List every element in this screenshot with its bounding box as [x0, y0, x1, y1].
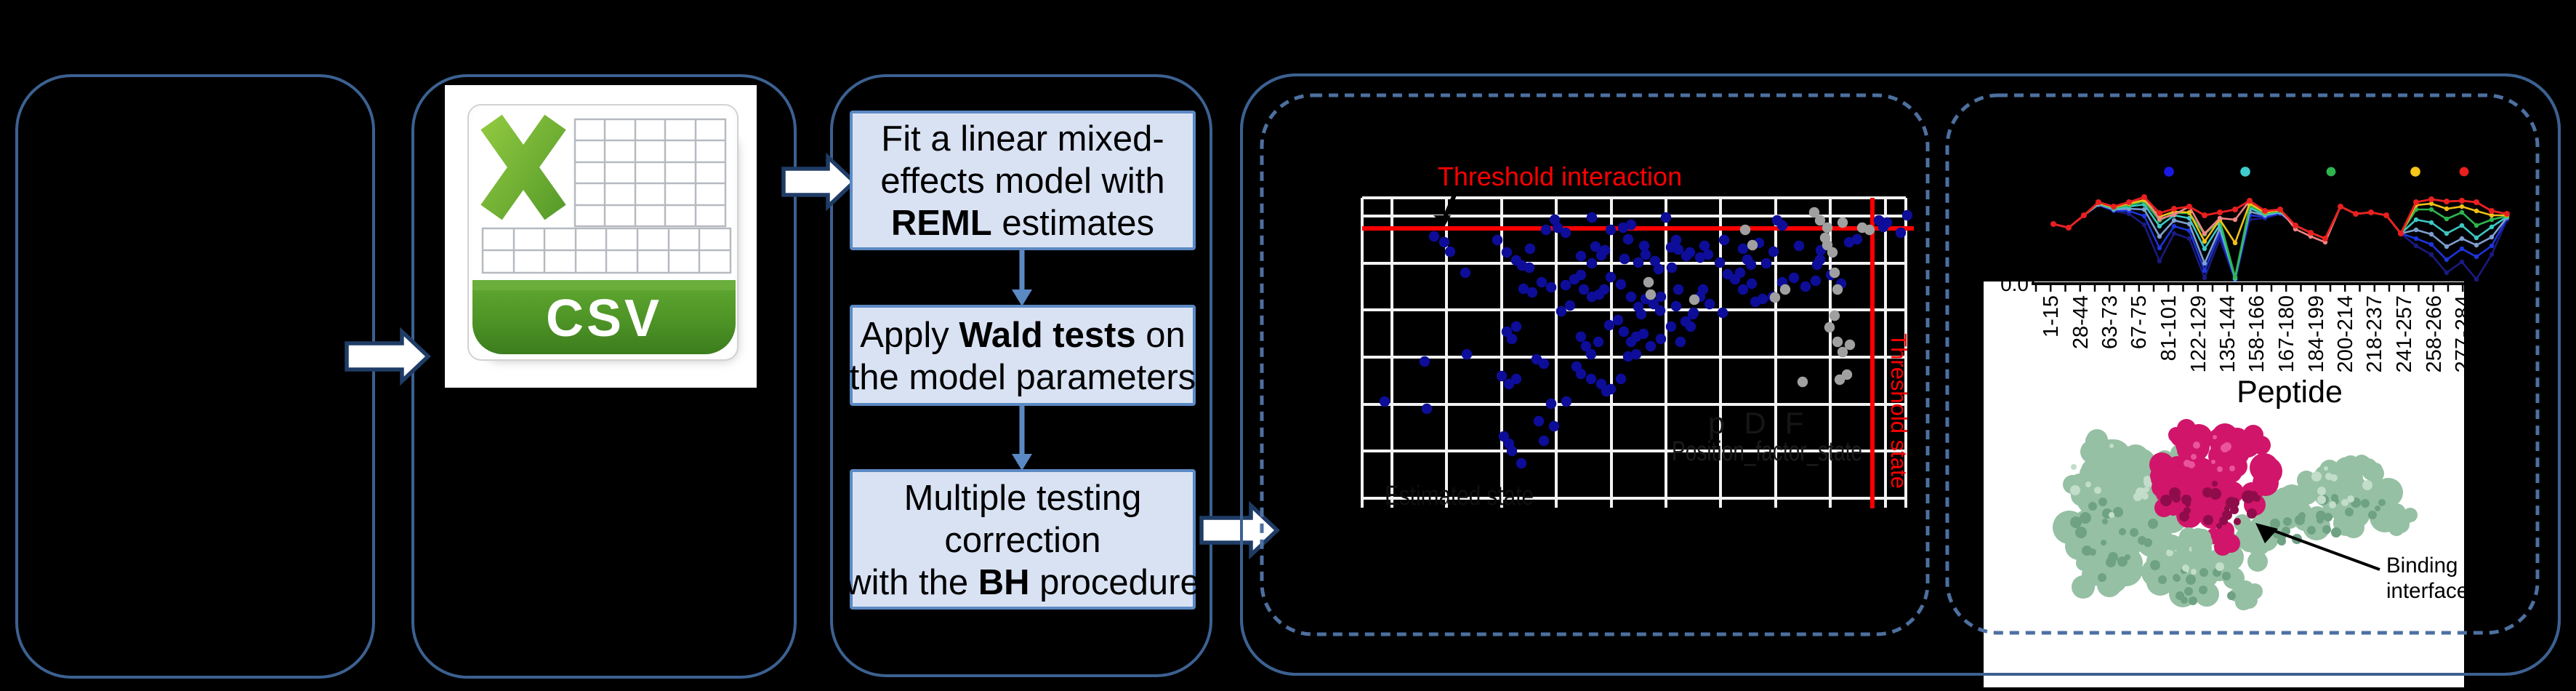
- svg-text:Fit a linear mixed-: Fit a linear mixed-: [881, 119, 1164, 159]
- svg-text:158-166: 158-166: [2245, 295, 2269, 372]
- svg-text:258-266: 258-266: [2423, 295, 2446, 372]
- svg-text:Apply Wald tests on: Apply Wald tests on: [860, 316, 1186, 355]
- svg-text:CSV: CSV: [546, 289, 662, 348]
- svg-text:218-237: 218-237: [2363, 295, 2386, 372]
- svg-text:81-101: 81-101: [2157, 295, 2181, 361]
- svg-text:effects model with: effects model with: [880, 161, 1164, 201]
- svg-text:Multiple testing: Multiple testing: [904, 479, 1142, 518]
- svg-text:interface: interface: [2386, 579, 2468, 603]
- svg-text:67-75: 67-75: [2128, 295, 2151, 349]
- svg-text:184-199: 184-199: [2305, 295, 2328, 372]
- svg-text:122-129: 122-129: [2187, 295, 2210, 372]
- svg-text:135-144: 135-144: [2216, 295, 2239, 372]
- svg-text:Peptide: Peptide: [2237, 375, 2343, 410]
- svg-text:0.0: 0.0: [2000, 273, 2029, 295]
- svg-text:277-284: 277-284: [2452, 295, 2475, 372]
- svg-text:1-15: 1-15: [2040, 295, 2063, 337]
- svg-text:200-214: 200-214: [2334, 295, 2357, 372]
- svg-text:Threshold state: Threshold state: [1886, 333, 1912, 489]
- svg-text:correction: correction: [944, 521, 1100, 560]
- svg-text:28-44: 28-44: [2069, 295, 2093, 349]
- svg-text:with the BH procedure: with the BH procedure: [845, 563, 1200, 602]
- svg-text:pDF: pDF: [1708, 406, 1822, 440]
- svg-text:Estimated state: Estimated state: [1385, 481, 1534, 511]
- svg-text:241-257: 241-257: [2393, 295, 2416, 372]
- svg-text:the model parameters: the model parameters: [850, 358, 1196, 397]
- svg-text:167-180: 167-180: [2275, 295, 2298, 372]
- svg-text:Threshold interaction: Threshold interaction: [1438, 161, 1682, 191]
- svg-text:Binding: Binding: [2386, 554, 2458, 578]
- svg-text:63-73: 63-73: [2098, 295, 2122, 349]
- svg-text:Position_factor_state: Position_factor_state: [1672, 436, 1862, 467]
- svg-text:REML estimates: REML estimates: [891, 204, 1154, 243]
